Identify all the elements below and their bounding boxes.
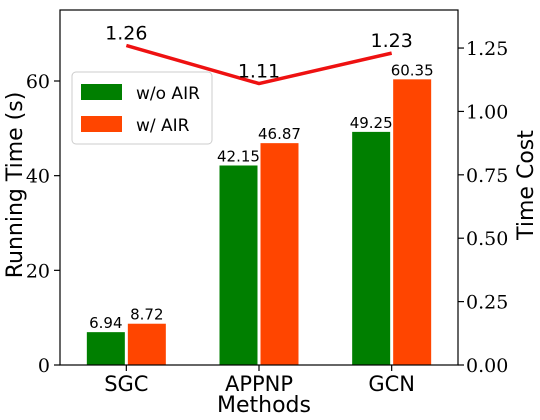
bars-layer: 6.94 42.15 49.25 8.72 46.87 60.35: [86, 61, 434, 366]
x-axis: SGC APPNP GCN: [104, 365, 415, 396]
right-y-axis: 0.00 0.25 0.50 0.75 1.00 1.25: [458, 38, 508, 377]
x-tick-label: SGC: [104, 372, 148, 396]
bar-wo-air-appnp: [219, 165, 258, 365]
right-tick-label: 0.00: [466, 355, 508, 377]
bar-w-air-sgc: [127, 323, 166, 365]
right-tick-label: 0.25: [466, 292, 508, 314]
legend-label-wo-air: w/o AIR: [136, 84, 200, 104]
legend: w/o AIR w/ AIR: [71, 71, 213, 145]
x-tick-label: APPNP: [225, 372, 293, 396]
y-axis-label: Running Time (s): [3, 92, 28, 279]
legend-swatch-wo-air: [81, 84, 122, 100]
left-tick-label: 60: [26, 71, 50, 93]
left-tick-label: 20: [26, 260, 50, 282]
right-tick-label: 1.00: [466, 101, 508, 123]
legend-swatch-w-air: [81, 116, 122, 132]
right-tick-label: 0.75: [466, 165, 508, 187]
bar-value-label: 46.87: [258, 125, 301, 143]
time-cost-value-label: 1.23: [371, 30, 413, 52]
time-cost-line-layer: 1.26 1.11 1.23: [105, 23, 413, 86]
left-tick-label: 0: [38, 355, 50, 377]
bar-w-air-gcn: [393, 79, 432, 366]
time-cost-value-label: 1.26: [105, 23, 147, 45]
left-y-axis: 0 20 40 60: [26, 71, 60, 377]
y2-axis-label: Time Cost: [514, 130, 539, 241]
bar-value-label: 6.94: [89, 314, 122, 332]
bar-w-air-appnp: [260, 143, 299, 365]
time-cost-value-label: 1.11: [238, 61, 280, 83]
bar-value-label: 49.25: [350, 114, 393, 132]
left-tick-label: 40: [26, 166, 50, 188]
bar-value-label: 8.72: [130, 306, 163, 324]
time-cost-line: [125, 43, 393, 86]
legend-label-w-air: w/ AIR: [136, 116, 190, 136]
right-tick-label: 0.50: [466, 228, 508, 250]
right-tick-label: 1.25: [466, 38, 508, 60]
bar-value-label: 42.15: [217, 147, 260, 165]
x-axis-label: Methods: [217, 393, 311, 418]
bar-wo-air-gcn: [352, 131, 391, 365]
bar-wo-air-sgc: [86, 332, 125, 365]
bar-value-label: 60.35: [391, 61, 434, 79]
x-tick-label: GCN: [368, 372, 415, 396]
